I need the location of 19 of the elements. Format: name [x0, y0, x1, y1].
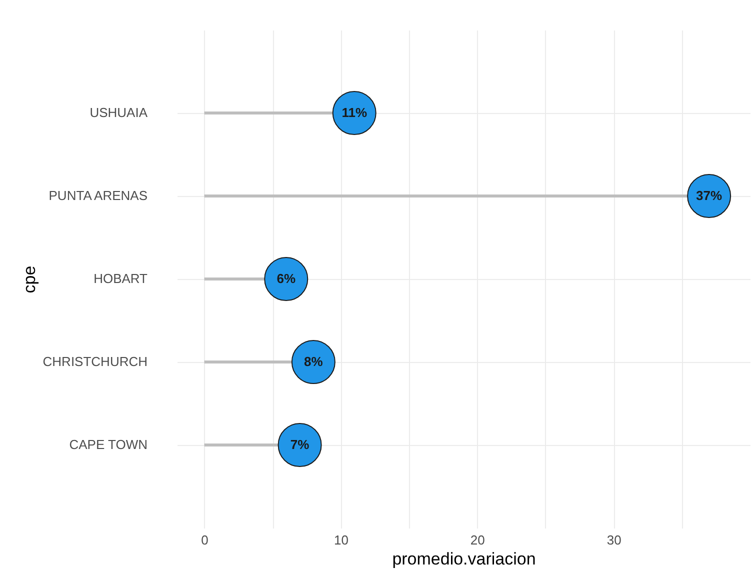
data-label: 6%	[276, 271, 296, 286]
point	[278, 423, 322, 467]
point	[264, 257, 308, 301]
data-label: 7%	[290, 437, 310, 452]
x-tick-label: 10	[334, 532, 348, 548]
x-tick-label: 20	[470, 532, 485, 548]
data-label: 37%	[696, 188, 723, 203]
y-tick-label: CAPE TOWN	[69, 437, 148, 452]
point	[291, 340, 336, 384]
y-tick-label: CHRISTCHURCH	[42, 354, 148, 369]
data-label: 8%	[304, 354, 324, 369]
x-axis-title: promedio.variacion	[392, 550, 536, 568]
y-axis-title: cpe	[20, 266, 39, 294]
data-label: 11%	[342, 105, 368, 120]
x-tick-label: 30	[606, 532, 622, 548]
y-tick-label: PUNTA ARENAS	[48, 188, 148, 203]
y-tick-label: USHUAIA	[90, 105, 148, 120]
y-tick-label: HOBART	[94, 271, 148, 286]
x-tick-label: 0	[201, 532, 208, 548]
